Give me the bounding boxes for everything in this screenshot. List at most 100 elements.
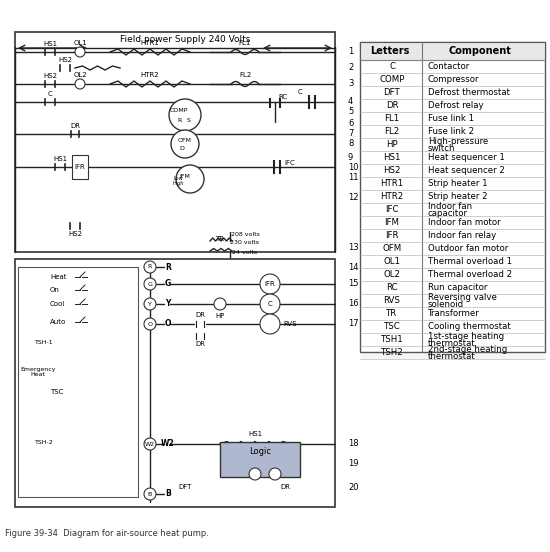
Text: HTR2: HTR2 xyxy=(141,72,160,78)
Text: Component: Component xyxy=(449,46,512,56)
Text: RVS: RVS xyxy=(383,296,400,305)
Text: W2: W2 xyxy=(145,442,155,447)
Text: DR: DR xyxy=(70,123,80,129)
Text: 6: 6 xyxy=(348,119,353,129)
Text: C: C xyxy=(389,62,395,71)
Text: FL2: FL2 xyxy=(384,127,400,136)
Circle shape xyxy=(144,318,156,330)
Circle shape xyxy=(169,99,201,131)
Text: R: R xyxy=(165,263,171,272)
Circle shape xyxy=(214,298,226,310)
Text: Thermal overload 1: Thermal overload 1 xyxy=(428,257,512,266)
Text: DR: DR xyxy=(195,312,205,318)
Text: 1st-stage heating: 1st-stage heating xyxy=(428,332,504,341)
Text: capacitor: capacitor xyxy=(428,209,468,218)
Text: 3: 3 xyxy=(348,79,353,88)
Text: Field power Supply 240 Volts: Field power Supply 240 Volts xyxy=(120,35,250,45)
Text: 230 volts: 230 volts xyxy=(230,240,260,245)
Text: Heat sequencer 2: Heat sequencer 2 xyxy=(428,166,505,175)
Text: HS1: HS1 xyxy=(248,431,262,437)
Text: Fuse link 2: Fuse link 2 xyxy=(428,127,474,136)
Text: COMP: COMP xyxy=(379,75,405,84)
Text: C: C xyxy=(298,89,302,95)
Bar xyxy=(360,86,545,99)
Text: Heat sequencer 1: Heat sequencer 1 xyxy=(428,153,505,162)
Bar xyxy=(18,267,138,497)
Text: FL1: FL1 xyxy=(384,114,400,123)
Text: Reversing valve: Reversing valve xyxy=(428,293,497,302)
Text: OFM: OFM xyxy=(382,244,402,253)
Text: Indoor fan relay: Indoor fan relay xyxy=(428,231,496,240)
Text: RVS: RVS xyxy=(283,321,297,327)
Circle shape xyxy=(144,488,156,500)
Text: 208 volts: 208 volts xyxy=(230,232,260,237)
Text: 7: 7 xyxy=(348,130,353,139)
Text: B: B xyxy=(165,490,171,498)
Circle shape xyxy=(260,294,280,314)
Text: 17: 17 xyxy=(348,320,359,328)
Text: G: G xyxy=(147,282,152,286)
Text: C: C xyxy=(48,91,52,97)
Bar xyxy=(360,216,545,229)
Text: 9: 9 xyxy=(348,152,353,162)
Bar xyxy=(15,32,335,252)
Text: OL1: OL1 xyxy=(383,257,400,266)
Text: 12: 12 xyxy=(348,193,359,201)
Text: D: D xyxy=(179,146,184,151)
Text: HTR2: HTR2 xyxy=(381,192,404,201)
Bar xyxy=(15,259,335,507)
Text: HP: HP xyxy=(386,140,398,149)
Bar xyxy=(360,42,545,352)
Text: FL1: FL1 xyxy=(239,40,251,46)
Text: Emergency
Heat: Emergency Heat xyxy=(20,367,56,378)
Circle shape xyxy=(144,278,156,290)
Text: R: R xyxy=(148,264,152,269)
Text: COMP: COMP xyxy=(170,108,188,113)
Text: Outdoor fan motor: Outdoor fan motor xyxy=(428,244,508,253)
Text: O: O xyxy=(147,321,152,326)
Circle shape xyxy=(171,130,199,158)
Text: R: R xyxy=(177,118,181,123)
Text: 15: 15 xyxy=(348,279,359,289)
Text: Indoor fan motor: Indoor fan motor xyxy=(428,218,501,227)
Text: HP: HP xyxy=(215,313,225,319)
Bar xyxy=(360,164,545,177)
Text: RC: RC xyxy=(386,283,398,292)
Circle shape xyxy=(260,274,280,294)
Text: HTR1: HTR1 xyxy=(141,40,160,46)
Text: IFR: IFR xyxy=(385,231,399,240)
Text: IFR: IFR xyxy=(265,281,276,287)
Text: DFT: DFT xyxy=(384,88,400,97)
Text: 19: 19 xyxy=(348,459,359,469)
Circle shape xyxy=(269,468,281,480)
Circle shape xyxy=(144,438,156,450)
Text: W2: W2 xyxy=(161,439,175,448)
Text: Contactor: Contactor xyxy=(428,62,470,71)
Text: Run capacitor: Run capacitor xyxy=(428,283,487,292)
Text: OL2: OL2 xyxy=(73,72,87,78)
Text: Figure 39-34  Diagram for air-source heat pump.: Figure 39-34 Diagram for air-source heat… xyxy=(5,529,209,539)
Text: IFM: IFM xyxy=(179,173,190,178)
Text: 18: 18 xyxy=(348,439,359,448)
Text: Y: Y xyxy=(166,300,170,309)
Text: IFR: IFR xyxy=(75,164,85,170)
Text: IFC: IFC xyxy=(385,205,399,214)
Text: 8: 8 xyxy=(348,140,353,148)
Bar xyxy=(360,190,545,203)
Text: Thermal overload 2: Thermal overload 2 xyxy=(428,270,512,279)
Text: IFM: IFM xyxy=(384,218,399,227)
Text: OL1: OL1 xyxy=(73,40,87,46)
Text: TSH1: TSH1 xyxy=(381,335,403,344)
Text: TSH-2: TSH-2 xyxy=(35,439,54,444)
Text: 11: 11 xyxy=(348,172,359,182)
Text: High-pressure: High-pressure xyxy=(428,137,488,146)
Text: RC: RC xyxy=(278,94,288,100)
Text: 24 volts: 24 volts xyxy=(233,250,257,254)
Text: Defrost thermostat: Defrost thermostat xyxy=(428,88,510,97)
Text: DR: DR xyxy=(386,101,398,110)
Text: HS2: HS2 xyxy=(68,231,82,237)
Text: B: B xyxy=(148,491,152,496)
Text: Cooling thermostat: Cooling thermostat xyxy=(428,322,511,331)
Text: 16: 16 xyxy=(348,300,359,309)
Circle shape xyxy=(75,47,85,57)
